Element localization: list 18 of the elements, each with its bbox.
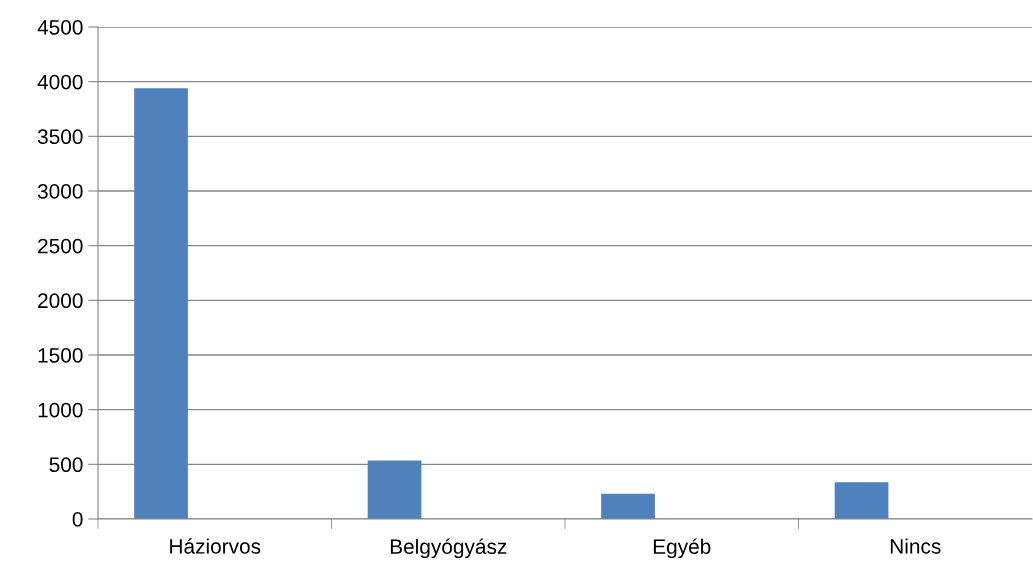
bar [367, 460, 422, 519]
y-tick-label: 4500 [37, 20, 83, 35]
y-tick-label: 1000 [38, 402, 83, 418]
bar [601, 493, 655, 519]
y-tick-label: 0 [72, 512, 83, 527]
x-tick-label: Nincs [890, 538, 941, 554]
x-tick-label: Egyéb [653, 538, 711, 559]
x-tick-label: Belgyógyász [390, 538, 507, 559]
y-tick-label: 4000 [37, 74, 83, 90]
y-tick-label: 3500 [37, 129, 83, 145]
bar [834, 482, 889, 519]
y-tick-label: 3000 [37, 184, 83, 199]
y-tick-label: 2000 [38, 293, 83, 309]
x-tick-label: Háziorvos [170, 538, 261, 554]
bar [134, 88, 188, 519]
y-tick-label: 2500 [38, 238, 83, 254]
y-tick-label: 1500 [38, 348, 83, 363]
y-tick-label: 500 [49, 457, 83, 473]
